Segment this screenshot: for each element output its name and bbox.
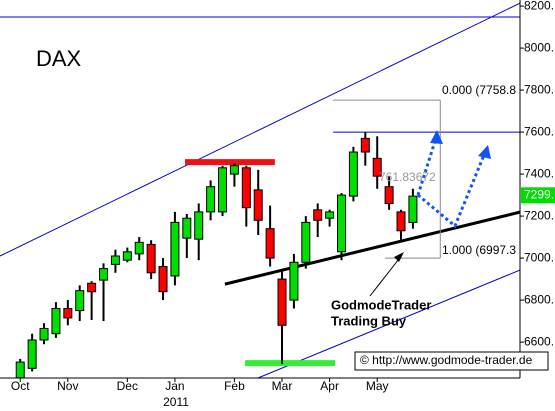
x-tick-label: Mar — [272, 379, 293, 393]
y-tick-label: 7000. — [524, 250, 554, 264]
candle-body — [325, 211, 335, 219]
y-tick-label: 8200. — [524, 0, 554, 12]
candle-body — [301, 221, 311, 263]
candle-body — [396, 211, 406, 232]
fib-label: 1.000 (6997.3 — [442, 243, 516, 257]
y-tick-label: 6600. — [524, 334, 554, 348]
overlay-line — [257, 269, 520, 378]
arrowhead — [394, 252, 404, 262]
candle-body — [39, 327, 49, 341]
projection — [416, 137, 438, 196]
candle-body — [372, 157, 382, 177]
y-tick-label: 8000. — [524, 40, 554, 54]
candle-body — [289, 261, 299, 301]
candle-body — [51, 307, 61, 335]
candle-body — [194, 211, 204, 240]
copyright-box — [354, 351, 549, 371]
candle-body — [218, 167, 228, 213]
arrowhead — [430, 130, 443, 144]
candle-body — [277, 278, 287, 326]
candle-body — [265, 228, 275, 259]
callout: GodmodeTrader — [331, 297, 431, 312]
projection — [417, 154, 486, 229]
candle-body — [27, 339, 37, 369]
candle-body — [122, 251, 132, 261]
y-tick-label: 7200. — [524, 208, 554, 222]
year-label: 2011 — [163, 395, 189, 409]
fib-label: 0.000 (7758.8 — [442, 83, 516, 97]
candle-body — [15, 361, 25, 378]
candle-body — [182, 217, 192, 239]
candle-body — [87, 282, 97, 293]
x-tick-label: Nov — [57, 379, 78, 393]
candle-body — [146, 243, 156, 274]
candle-body — [384, 186, 394, 204]
candle-body — [229, 165, 239, 175]
candles — [15, 132, 418, 378]
candle-body — [348, 151, 358, 197]
x-tick-label: May — [366, 379, 389, 393]
candle-body — [158, 265, 168, 293]
candle-body — [170, 221, 180, 277]
x-tick-label: Feb — [224, 379, 245, 393]
candle-body — [206, 186, 216, 213]
callout: Trading Buy — [331, 313, 407, 328]
y-tick-label: 6800. — [524, 292, 554, 306]
x-tick-label: Oct — [11, 379, 30, 393]
copyright: © http://www.godmode-trader.de — [360, 353, 533, 367]
candle-body — [75, 290, 85, 312]
candle-body — [313, 209, 323, 221]
candle-body — [360, 137, 370, 153]
arrowhead — [478, 145, 491, 159]
overlay-lines — [0, 2, 520, 378]
candle-body — [253, 189, 263, 221]
candle-body — [408, 195, 418, 223]
candle-body — [63, 307, 73, 319]
candle-body — [110, 255, 120, 265]
overlay-line — [224, 210, 520, 286]
callout-line — [369, 254, 403, 297]
candle-body — [99, 268, 109, 281]
x-tick-label: Dec — [117, 379, 138, 393]
overlay-line — [0, 2, 520, 257]
candle-body — [337, 194, 347, 253]
last-price-label: 7299. — [524, 187, 554, 201]
candle-body — [241, 167, 251, 209]
candle-body — [134, 241, 144, 255]
fib-range: 761.83672 — [379, 170, 436, 184]
last-price-box — [521, 187, 555, 204]
y-tick-label: 7400. — [524, 166, 554, 180]
x-tick-label: Apr — [320, 379, 339, 393]
y-tick-label: 7800. — [524, 82, 554, 96]
chart-title: DAX — [36, 46, 82, 71]
y-tick-label: 7600. — [524, 124, 554, 138]
x-tick-label: Jan — [165, 379, 184, 393]
